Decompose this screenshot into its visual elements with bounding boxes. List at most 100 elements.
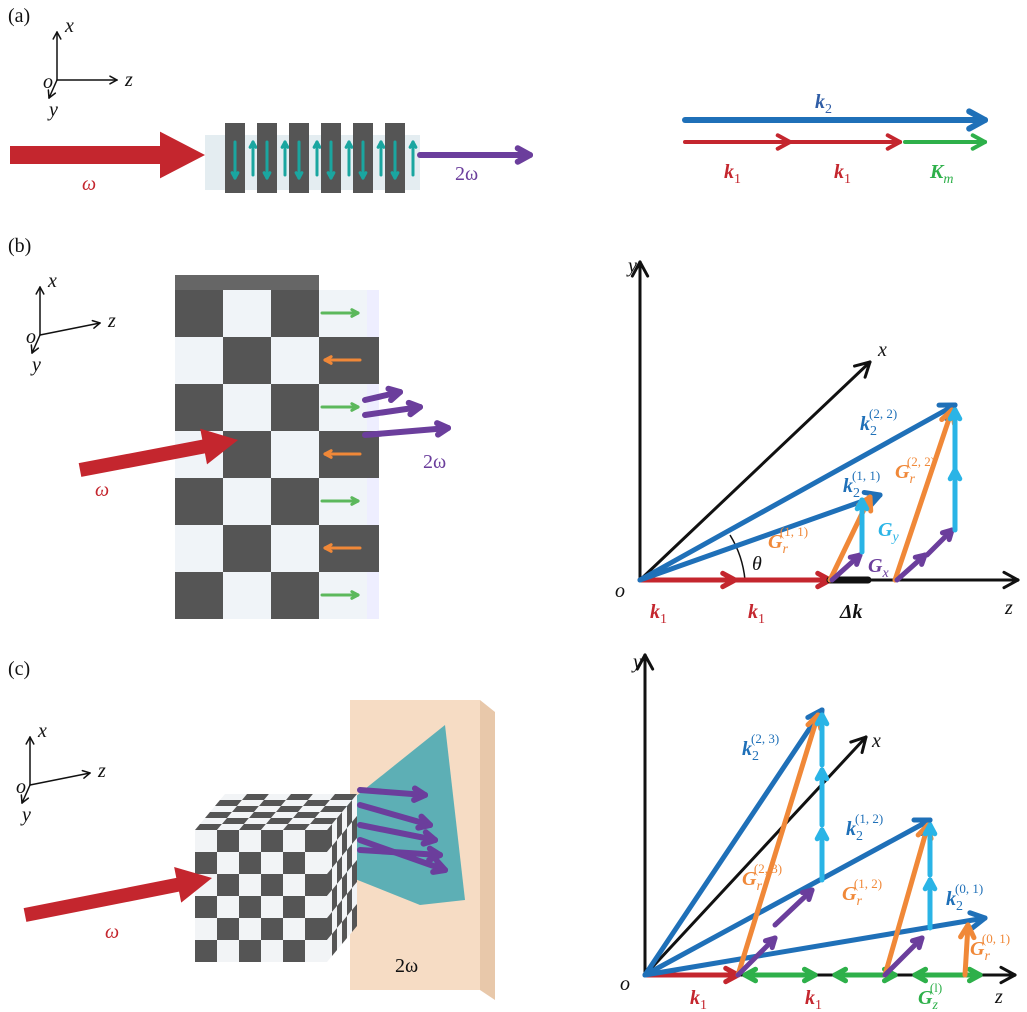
label: ω [105, 921, 119, 943]
checker [175, 290, 223, 337]
vector-sub: 1 [734, 172, 741, 187]
label: o [620, 973, 630, 995]
cube-front [261, 874, 283, 896]
label: o [16, 776, 26, 798]
figure: (a)xzyoω2ωk2k1k1Km(b)xzyoω2ωyzxoθk2(2, 2… [0, 0, 1027, 1012]
vector-sup: (0, 1) [955, 881, 983, 896]
arrow-head [424, 840, 435, 844]
label: (c) [8, 658, 30, 680]
arrow-head [949, 530, 952, 540]
label: y [30, 354, 41, 376]
checker [175, 525, 223, 572]
vector-sub: 1 [758, 612, 765, 627]
cube-front [305, 940, 327, 962]
label: y [631, 651, 642, 673]
checker [223, 337, 271, 384]
cube-front [305, 874, 327, 896]
label: y [20, 804, 31, 826]
checker [175, 337, 223, 384]
vector-sub: r [984, 949, 990, 964]
cube-front [305, 896, 327, 918]
arrow-head [809, 890, 812, 900]
vector-base: k [724, 161, 734, 183]
cube-front [261, 852, 283, 874]
label: 2ω [455, 163, 478, 185]
cube-front [195, 830, 217, 852]
arrow-head [919, 938, 922, 948]
cube-front [305, 852, 327, 874]
vector-sub: y [890, 530, 899, 545]
cube-front [261, 896, 283, 918]
cube-front [239, 918, 261, 940]
vector-sub: 2 [870, 424, 877, 439]
checker [223, 290, 271, 337]
arrow-head [772, 938, 775, 948]
vector-sub: m [943, 172, 953, 187]
vector-sup: (1, 1) [852, 468, 880, 483]
label: o [26, 326, 36, 348]
label: o [43, 71, 53, 93]
arrow-head [870, 497, 871, 511]
checker [271, 384, 319, 431]
label: y [47, 99, 58, 121]
vector-sup: (1, 2) [855, 811, 883, 826]
label: 2ω [395, 955, 418, 977]
cube-front [195, 918, 217, 940]
vector-sub: r [756, 879, 762, 894]
side [367, 384, 379, 431]
vector-base: k [815, 91, 825, 113]
vector-sub: 2 [856, 829, 863, 844]
vector-sub: 1 [700, 998, 707, 1012]
label: x [871, 730, 881, 752]
vector-base: G [878, 519, 893, 541]
arrow-head [857, 555, 860, 564]
vector-base: k [834, 161, 844, 183]
cube-front [239, 874, 261, 896]
checker [175, 478, 223, 525]
checker [271, 478, 319, 525]
arrow-head [433, 870, 445, 872]
cube-front [283, 940, 305, 962]
side [367, 525, 379, 572]
cube-front [283, 896, 305, 918]
checker [271, 337, 319, 384]
vector-base: k [805, 987, 815, 1009]
label: z [97, 760, 106, 782]
vector-sup: (1, 2) [854, 876, 882, 891]
vector-sup: (l) [930, 980, 942, 995]
label: θ [752, 553, 762, 575]
vector-base: Δk [839, 601, 863, 623]
label: x [47, 270, 57, 292]
vector-sup: (2, 3) [754, 861, 782, 876]
cube-front [217, 830, 239, 852]
arrow-head [922, 555, 925, 564]
vector-base: G [868, 555, 883, 577]
cube-front [305, 830, 327, 852]
cube-front [283, 874, 305, 896]
label: (a) [8, 5, 30, 27]
cube-front [283, 918, 305, 940]
side [367, 572, 379, 619]
checker [175, 572, 223, 619]
cube-front [195, 852, 217, 874]
label: ω [82, 173, 96, 195]
vector-sup: (2, 3) [751, 731, 779, 746]
vector-sub: 1 [815, 998, 822, 1012]
tab [223, 275, 271, 290]
label: z [124, 69, 133, 91]
label: y [626, 255, 637, 277]
checker [271, 431, 319, 478]
cube-front [261, 830, 283, 852]
checker [223, 572, 271, 619]
vector-sub: x [881, 566, 889, 581]
checker [271, 525, 319, 572]
label: x [37, 720, 47, 742]
cube-front [261, 918, 283, 940]
vector-base: k [748, 601, 758, 623]
checker [223, 384, 271, 431]
vector-sup: (2, 2) [907, 454, 935, 469]
tab [271, 275, 319, 290]
side [367, 337, 379, 384]
vector-sup: (1, 1) [780, 524, 808, 539]
checker [223, 525, 271, 572]
